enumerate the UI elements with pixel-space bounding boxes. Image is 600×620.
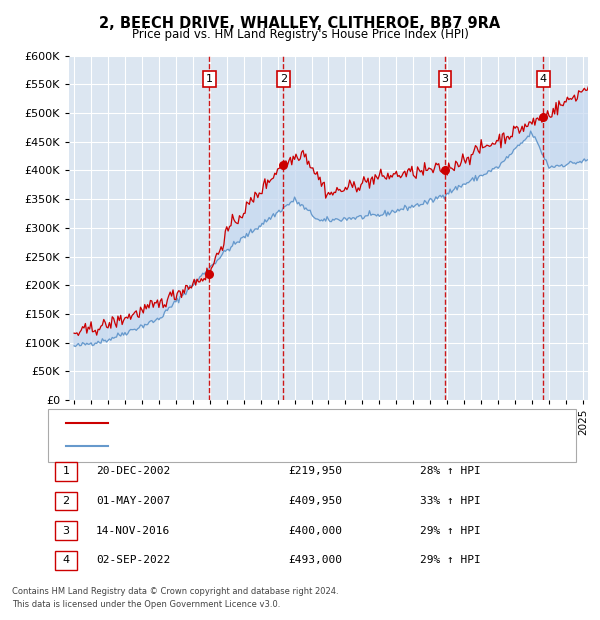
Text: 14-NOV-2016: 14-NOV-2016 bbox=[96, 526, 170, 536]
Text: 01-MAY-2007: 01-MAY-2007 bbox=[96, 496, 170, 506]
Text: 1: 1 bbox=[206, 74, 213, 84]
Text: 1: 1 bbox=[62, 466, 70, 476]
Text: This data is licensed under the Open Government Licence v3.0.: This data is licensed under the Open Gov… bbox=[12, 600, 280, 609]
Text: 29% ↑ HPI: 29% ↑ HPI bbox=[420, 556, 481, 565]
Text: 02-SEP-2022: 02-SEP-2022 bbox=[96, 556, 170, 565]
Text: 2, BEECH DRIVE, WHALLEY, CLITHEROE, BB7 9RA: 2, BEECH DRIVE, WHALLEY, CLITHEROE, BB7 … bbox=[100, 16, 500, 30]
Text: 29% ↑ HPI: 29% ↑ HPI bbox=[420, 526, 481, 536]
Text: £409,950: £409,950 bbox=[288, 496, 342, 506]
Text: Contains HM Land Registry data © Crown copyright and database right 2024.: Contains HM Land Registry data © Crown c… bbox=[12, 587, 338, 596]
Text: 2: 2 bbox=[62, 496, 70, 506]
Text: £219,950: £219,950 bbox=[288, 466, 342, 476]
Point bbox=[205, 269, 214, 279]
Text: 2: 2 bbox=[280, 74, 287, 84]
Text: 3: 3 bbox=[62, 526, 70, 536]
Point bbox=[539, 112, 548, 122]
Text: 4: 4 bbox=[540, 74, 547, 84]
Text: 33% ↑ HPI: 33% ↑ HPI bbox=[420, 496, 481, 506]
Point bbox=[440, 166, 450, 175]
Text: 20-DEC-2002: 20-DEC-2002 bbox=[96, 466, 170, 476]
Text: £400,000: £400,000 bbox=[288, 526, 342, 536]
Point bbox=[278, 160, 288, 170]
Text: 4: 4 bbox=[62, 556, 70, 565]
Text: 3: 3 bbox=[442, 74, 449, 84]
Text: Price paid vs. HM Land Registry's House Price Index (HPI): Price paid vs. HM Land Registry's House … bbox=[131, 28, 469, 41]
Text: HPI: Average price, detached house, Ribble Valley: HPI: Average price, detached house, Ribb… bbox=[117, 441, 377, 451]
Text: £493,000: £493,000 bbox=[288, 556, 342, 565]
Text: 28% ↑ HPI: 28% ↑ HPI bbox=[420, 466, 481, 476]
Text: 2, BEECH DRIVE, WHALLEY, CLITHEROE, BB7 9RA (detached house): 2, BEECH DRIVE, WHALLEY, CLITHEROE, BB7 … bbox=[117, 418, 468, 428]
